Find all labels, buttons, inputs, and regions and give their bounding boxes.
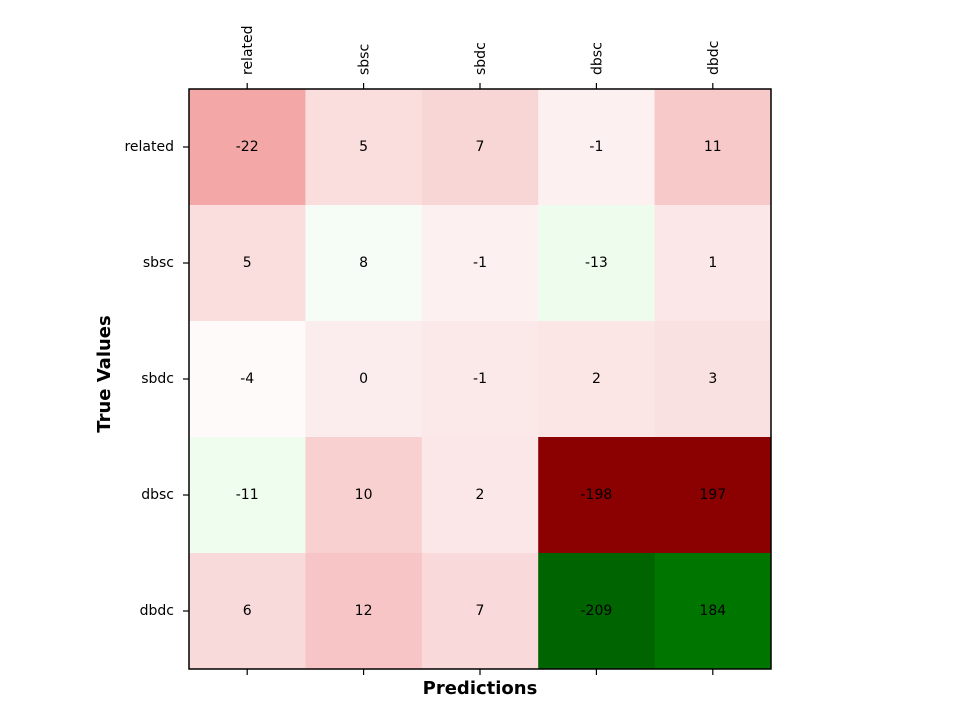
heatmap-cell: [305, 321, 423, 438]
cell-value-label: 5: [243, 255, 252, 271]
y-tick-label: sbsc: [143, 255, 174, 271]
x-tick-label: sbsc: [357, 44, 373, 75]
heatmap-cell: [421, 89, 539, 206]
x-tick-label: sbdc: [473, 42, 489, 75]
x-tick-label: dbsc: [589, 42, 605, 75]
ticks-layer: related sbsc sbdc dbsc dbdc related sbsc sbdc db…: [124, 25, 722, 675]
y-tick-label: dbdc: [140, 603, 174, 619]
cell-value-label: 1: [708, 255, 717, 271]
x-tick-label: dbdc: [706, 41, 722, 75]
cell-value-label: -1: [473, 255, 487, 271]
y-tick-label: sbdc: [141, 371, 174, 387]
heatmap-cell: [305, 437, 423, 554]
cell-value-label: -1: [589, 139, 603, 155]
heatmap-cell: [189, 553, 306, 670]
cell-value-label: -4: [240, 371, 254, 387]
cell-value-label: 5: [359, 139, 368, 155]
heatmap-cell: [421, 553, 539, 670]
heatmap-cell: [538, 553, 656, 670]
cell-value-label: -13: [585, 255, 608, 271]
heatmap-cell: [654, 89, 772, 206]
heatmap-cell: [189, 205, 306, 322]
heatmap-cell: [654, 321, 772, 438]
heatmap-cell: [538, 321, 656, 438]
cell-value-label: 2: [592, 371, 601, 387]
cell-value-label: 12: [355, 603, 373, 619]
cell-value-label: 2: [476, 487, 485, 503]
cell-value-label: -1: [473, 371, 487, 387]
heatmap-cell: [421, 437, 539, 554]
heatmap-cell: [421, 205, 539, 322]
heatmap-cell: [654, 553, 772, 670]
cell-value-label: 7: [476, 603, 485, 619]
heatmap-cell: [189, 89, 306, 206]
heatmap-cell: [305, 553, 423, 670]
cell-value-label: -22: [236, 139, 259, 155]
y-axis-title: True Values: [94, 315, 115, 432]
heatmap-cell: [538, 89, 656, 206]
heatmap-cell: [538, 437, 656, 554]
y-tick-label: dbsc: [141, 487, 174, 503]
x-axis-title: Predictions: [423, 678, 538, 699]
cell-value-label: 0: [359, 371, 368, 387]
cell-value-label: 184: [699, 603, 726, 619]
cell-value-label: 3: [708, 371, 717, 387]
heatmap-cell: [189, 437, 306, 554]
cell-value-label: 8: [359, 255, 368, 271]
heatmap-cell: [189, 321, 306, 438]
cell-value-label: 7: [476, 139, 485, 155]
cells-layer: [189, 89, 772, 670]
cell-value-label: 6: [243, 603, 252, 619]
cell-value-label: 11: [704, 139, 722, 155]
heatmap-cell: [654, 437, 772, 554]
heatmap-cell: [538, 205, 656, 322]
cell-value-label: 197: [699, 487, 726, 503]
heatmap-cell: [654, 205, 772, 322]
cell-value-label: -209: [581, 603, 613, 619]
cell-value-label: -11: [236, 487, 259, 503]
heatmap-cell: [305, 89, 423, 206]
cell-value-label: -198: [581, 487, 613, 503]
y-tick-label: related: [124, 139, 174, 155]
heatmap-cell: [421, 321, 539, 438]
cell-value-label: 10: [355, 487, 373, 503]
cell-labels-layer: -22 5 7 -1 11 5 8 -1 -13 1 -4 0 -1 2 3 -11 10 2 -198 197 6 12…: [236, 139, 726, 619]
x-tick-label: related: [240, 25, 256, 75]
heatmap-cell: [305, 205, 423, 322]
